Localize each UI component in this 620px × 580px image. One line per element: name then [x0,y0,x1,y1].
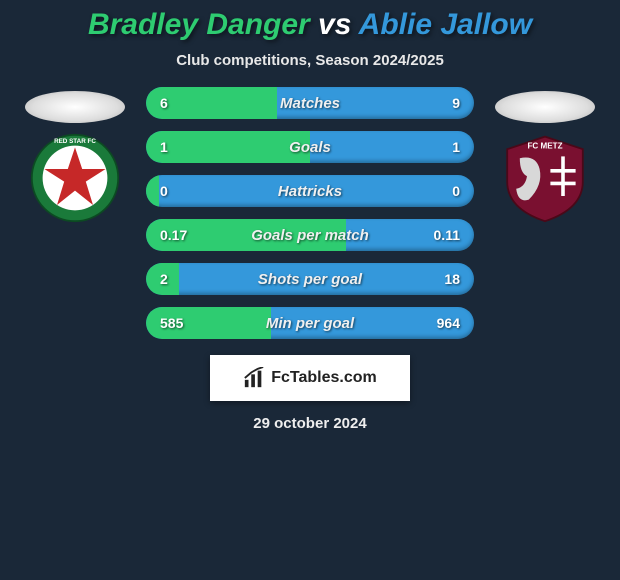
stat-row: 0Hattricks0 [146,175,474,207]
player1-silhouette [25,91,125,123]
svg-text:FC METZ: FC METZ [528,141,563,150]
brand-watermark: FcTables.com [210,355,410,401]
date-line: 29 october 2024 [0,415,620,432]
stat-row: 0.17Goals per match0.11 [146,219,474,251]
stat-label: Shots per goal [206,271,414,288]
club-right-badge: FC METZ [500,133,590,223]
svg-text:RED STAR FC: RED STAR FC [54,138,96,145]
comparison-title: Bradley Danger vs Ablie Jallow [0,8,620,42]
stat-left-value: 1 [146,139,206,155]
player1-name: Bradley Danger [88,8,310,41]
stat-right-value: 1 [414,139,474,155]
stat-right-value: 0 [414,183,474,199]
stat-row: 585Min per goal964 [146,307,474,339]
vs-label: vs [318,8,351,41]
stat-label: Hattricks [206,183,414,200]
stat-right-value: 18 [414,271,474,287]
right-player-column: FC METZ [490,87,600,223]
stat-left-value: 6 [146,95,206,111]
stat-right-value: 0.11 [414,227,474,243]
chart-icon [243,367,265,389]
stat-label: Matches [206,95,414,112]
player2-silhouette [495,91,595,123]
stat-right-value: 964 [414,315,474,331]
stat-right-value: 9 [414,95,474,111]
left-player-column: RED STAR FC [20,87,130,223]
subtitle: Club competitions, Season 2024/2025 [0,52,620,69]
stat-label: Goals [206,139,414,156]
comparison-body: RED STAR FC 6Matches91Goals10Hattricks00… [0,87,620,339]
brand-text: FcTables.com [271,369,377,387]
stat-left-value: 585 [146,315,206,331]
club-left-badge: RED STAR FC [30,133,120,223]
stats-list: 6Matches9 1Goals1 0Hattricks0 0.17Goals per… [130,87,490,339]
stat-label: Min per goal [206,315,414,332]
player2-name: Ablie Jallow [359,8,532,41]
stat-row: 2Shots per goal18 [146,263,474,295]
stat-row: 6Matches9 [146,87,474,119]
stat-left-value: 0.17 [146,227,206,243]
stat-left-value: 2 [146,271,206,287]
stat-row: 1Goals1 [146,131,474,163]
stat-label: Goals per match [206,227,414,244]
stat-left-value: 0 [146,183,206,199]
